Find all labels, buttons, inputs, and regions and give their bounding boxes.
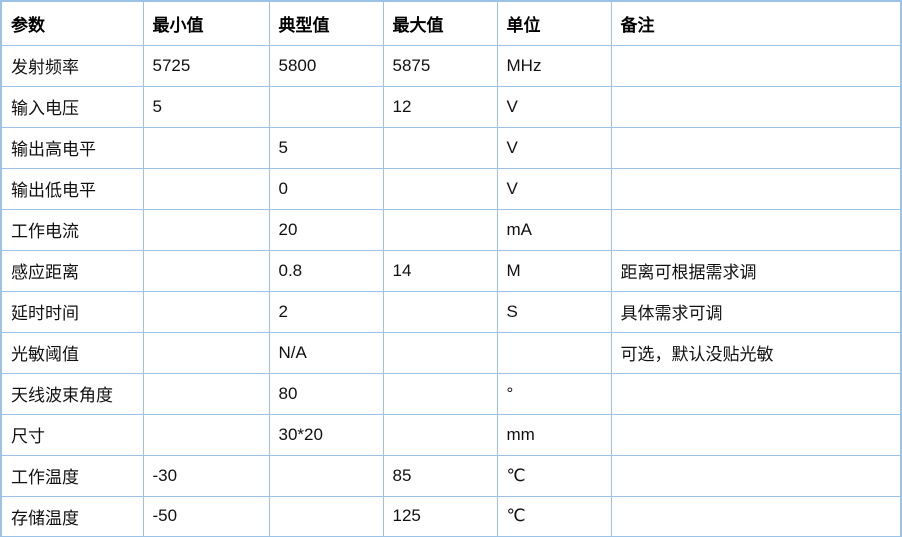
- cell-unit: mA: [496, 208, 612, 251]
- table-row: 发射频率 5725 5800 5875 MHz: [0, 44, 902, 87]
- column-header-param: 参数: [0, 0, 144, 46]
- cell-note: 距离可根据需求调: [610, 249, 902, 292]
- cell-min: 5: [142, 85, 270, 128]
- cell-min: [142, 167, 270, 210]
- cell-unit: MHz: [496, 44, 612, 87]
- table-row: 天线波束角度 80 °: [0, 372, 902, 415]
- cell-param: 尺寸: [0, 413, 144, 456]
- table-row: 感应距离 0.8 14 M 距离可根据需求调: [0, 249, 902, 292]
- cell-param: 延时时间: [0, 290, 144, 333]
- cell-note: [610, 454, 902, 497]
- cell-note: 可选，默认没贴光敏: [610, 331, 902, 374]
- cell-typ: 30*20: [268, 413, 384, 456]
- cell-min: [142, 290, 270, 333]
- cell-param: 发射频率: [0, 44, 144, 87]
- cell-typ: [268, 495, 384, 537]
- cell-typ: 80: [268, 372, 384, 415]
- column-header-unit: 单位: [496, 0, 612, 46]
- cell-typ: [268, 454, 384, 497]
- cell-unit: V: [496, 126, 612, 169]
- cell-typ: 0: [268, 167, 384, 210]
- cell-typ: 2: [268, 290, 384, 333]
- cell-note: [610, 167, 902, 210]
- table-row: 存储温度 -50 125 ℃: [0, 495, 902, 537]
- cell-param: 工作温度: [0, 454, 144, 497]
- cell-note: 具体需求可调: [610, 290, 902, 333]
- table-row: 尺寸 30*20 mm: [0, 413, 902, 456]
- cell-unit: [496, 331, 612, 374]
- cell-param: 天线波束角度: [0, 372, 144, 415]
- cell-note: [610, 413, 902, 456]
- cell-min: [142, 249, 270, 292]
- table-row: 工作电流 20 mA: [0, 208, 902, 251]
- table-row: 光敏阈值 N/A 可选，默认没贴光敏: [0, 331, 902, 374]
- cell-note: [610, 85, 902, 128]
- cell-unit: S: [496, 290, 612, 333]
- cell-param: 输出高电平: [0, 126, 144, 169]
- cell-param: 输入电压: [0, 85, 144, 128]
- cell-unit: mm: [496, 413, 612, 456]
- cell-unit: M: [496, 249, 612, 292]
- cell-unit: V: [496, 167, 612, 210]
- cell-param: 感应距离: [0, 249, 144, 292]
- cell-max: [382, 372, 498, 415]
- cell-unit: ℃: [496, 495, 612, 537]
- cell-max: [382, 167, 498, 210]
- cell-param: 工作电流: [0, 208, 144, 251]
- cell-max: 12: [382, 85, 498, 128]
- cell-typ: N/A: [268, 331, 384, 374]
- cell-unit: ℃: [496, 454, 612, 497]
- column-header-min: 最小值: [142, 0, 270, 46]
- cell-typ: 5: [268, 126, 384, 169]
- cell-max: 14: [382, 249, 498, 292]
- cell-param: 存储温度: [0, 495, 144, 537]
- header-row: 参数 最小值 典型值 最大值 单位 备注: [0, 0, 902, 46]
- cell-max: 85: [382, 454, 498, 497]
- cell-note: [610, 44, 902, 87]
- cell-min: [142, 126, 270, 169]
- cell-unit: V: [496, 85, 612, 128]
- cell-note: [610, 495, 902, 537]
- column-header-typ: 典型值: [268, 0, 384, 46]
- table-row: 输出高电平 5 V: [0, 126, 902, 169]
- table-row: 输入电压 5 12 V: [0, 85, 902, 128]
- table-row: 工作温度 -30 85 ℃: [0, 454, 902, 497]
- cell-note: [610, 126, 902, 169]
- cell-unit: °: [496, 372, 612, 415]
- cell-param: 光敏阈值: [0, 331, 144, 374]
- cell-min: -30: [142, 454, 270, 497]
- cell-typ: 20: [268, 208, 384, 251]
- cell-min: [142, 413, 270, 456]
- table-row: 输出低电平 0 V: [0, 167, 902, 210]
- cell-max: [382, 331, 498, 374]
- cell-min: [142, 372, 270, 415]
- cell-max: [382, 208, 498, 251]
- cell-min: [142, 331, 270, 374]
- cell-min: [142, 208, 270, 251]
- cell-min: 5725: [142, 44, 270, 87]
- cell-typ: 0.8: [268, 249, 384, 292]
- cell-max: [382, 413, 498, 456]
- cell-note: [610, 208, 902, 251]
- cell-note: [610, 372, 902, 415]
- table-body: 发射频率 5725 5800 5875 MHz 输入电压 5 12 V 输出高电…: [0, 44, 902, 537]
- cell-max: 125: [382, 495, 498, 537]
- cell-max: [382, 290, 498, 333]
- cell-typ: [268, 85, 384, 128]
- cell-typ: 5800: [268, 44, 384, 87]
- cell-param: 输出低电平: [0, 167, 144, 210]
- column-header-note: 备注: [610, 0, 902, 46]
- table-header: 参数 最小值 典型值 最大值 单位 备注: [0, 0, 902, 46]
- cell-min: -50: [142, 495, 270, 537]
- column-header-max: 最大值: [382, 0, 498, 46]
- table-row: 延时时间 2 S 具体需求可调: [0, 290, 902, 333]
- cell-max: 5875: [382, 44, 498, 87]
- cell-max: [382, 126, 498, 169]
